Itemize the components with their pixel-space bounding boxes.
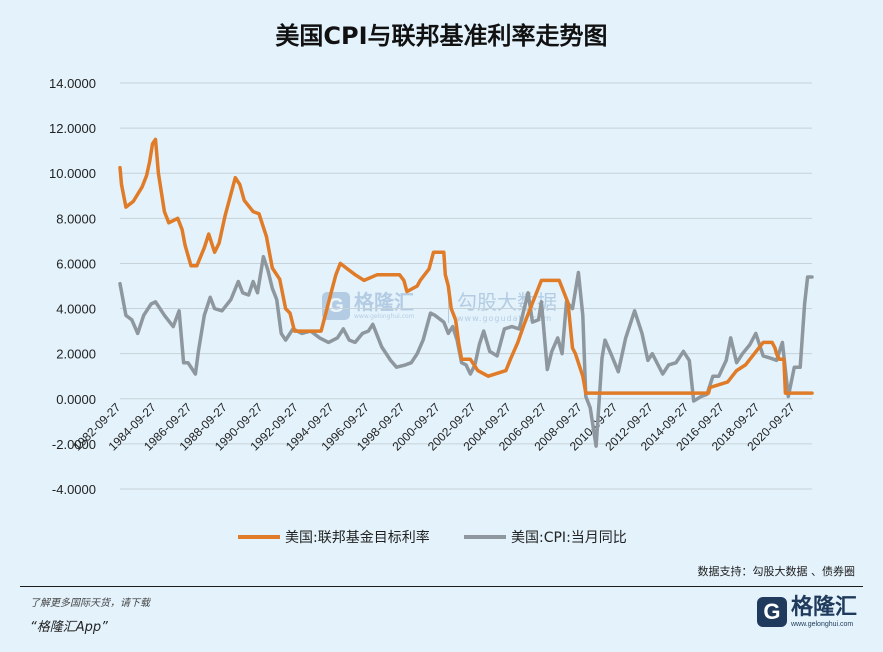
brand-url: www.gelonghui.com xyxy=(790,620,854,628)
brand-logo[interactable]: G 格隆汇 www.gelonghui.com xyxy=(756,594,857,629)
y-tick-label: 0.0000 xyxy=(56,392,96,407)
y-tick-label: 12.0000 xyxy=(49,121,96,136)
legend-label: 美国:联邦基金目标利率 xyxy=(285,529,430,546)
watermark-gelonghui: G 格隆汇 www.gelonghui.com xyxy=(322,292,415,320)
y-tick-label: 2.0000 xyxy=(56,347,96,362)
brand-name: 格隆汇 xyxy=(790,594,857,620)
legend-label: 美国:CPI:当月同比 xyxy=(511,530,627,546)
fed-rate-line xyxy=(118,137,814,395)
footer-note: 了解更多国际天货，请下载 xyxy=(30,598,150,609)
chart-title: 美国CPI与联邦基准利率走势图 xyxy=(275,22,608,50)
y-tick-label: 8.0000 xyxy=(56,211,96,226)
x-axis-ticks: 1982-09-271984-09-271986-09-271988-09-27… xyxy=(70,400,798,454)
watermark-brand: 格隆汇 xyxy=(354,290,414,314)
y-tick-label: 6.0000 xyxy=(56,256,96,271)
legend: 美国:联邦基金目标利率 美国:CPI:当月同比 xyxy=(238,529,627,546)
y-tick-label: 4.0000 xyxy=(56,302,96,317)
data-source: 数据支持：勾股大数据 、债券圈 xyxy=(697,565,856,578)
y-tick-label: 10.0000 xyxy=(49,166,96,181)
y-tick-label: -4.0000 xyxy=(52,482,96,497)
footer-divider xyxy=(20,586,863,587)
footer-app-name: “格隆汇App” xyxy=(30,620,108,635)
y-tick-label: -2.0000 xyxy=(52,437,96,452)
watermark-url: www.gelonghui.com xyxy=(354,313,415,320)
line-chart: 14.0000 12.0000 10.0000 8.0000 6.0000 4.0000 2… xyxy=(49,76,814,546)
brand-logo-icon: G xyxy=(756,597,787,627)
y-axis-ticks: 14.0000 12.0000 10.0000 8.0000 6.0000 4.0000 2… xyxy=(49,76,96,497)
y-tick-label: 14.0000 xyxy=(49,76,96,91)
cpi-line xyxy=(118,254,814,448)
series-lines xyxy=(118,137,814,448)
watermark-url2: www.gogudata.com xyxy=(457,314,553,323)
grid-lines xyxy=(120,82,812,490)
